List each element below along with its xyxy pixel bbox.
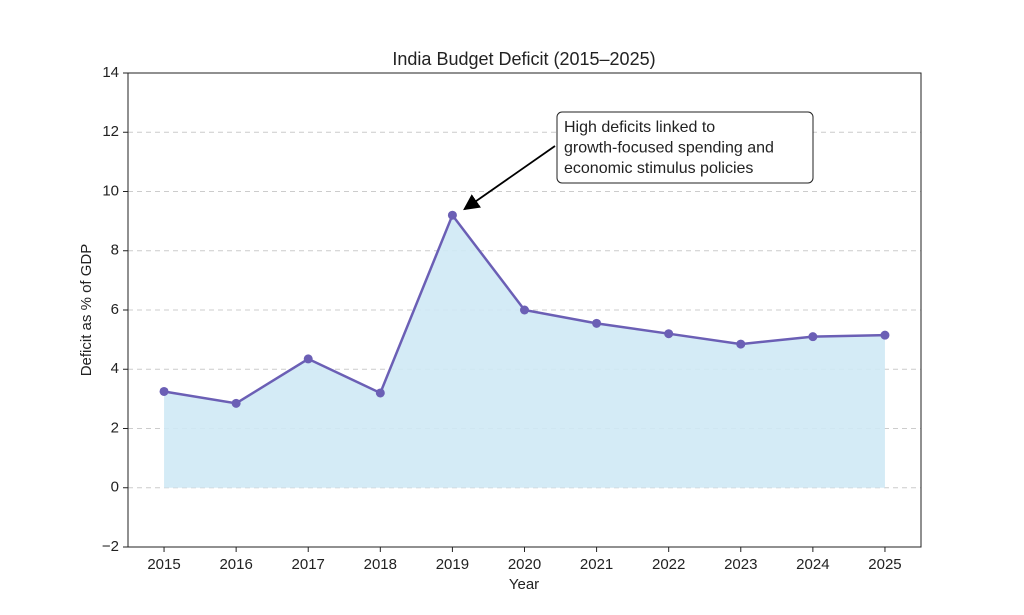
y-tick-label: −2 xyxy=(102,538,119,555)
x-tick-label: 2015 xyxy=(147,556,180,573)
x-axis-label: Year xyxy=(509,576,539,593)
x-tick-label: 2025 xyxy=(868,556,901,573)
point xyxy=(520,305,529,315)
annotation-text: growth-focused spending and xyxy=(564,140,774,157)
y-tick-label: 10 xyxy=(102,182,119,199)
y-tick-label: 8 xyxy=(111,242,119,259)
point xyxy=(592,318,602,328)
point xyxy=(447,210,457,220)
point xyxy=(231,398,241,408)
x-tick-label: 2023 xyxy=(724,556,757,573)
point xyxy=(303,354,313,364)
point xyxy=(159,386,169,396)
point xyxy=(375,388,385,398)
annotation-text: High deficits linked to xyxy=(564,119,715,136)
area xyxy=(164,215,885,488)
axes-frame xyxy=(127,72,922,548)
point xyxy=(664,329,674,339)
y-tick-label: 0 xyxy=(111,479,119,496)
chart-title: India Budget Deficit (2015–2025) xyxy=(392,49,655,69)
y-axis-label: Deficit as % of GDP xyxy=(78,244,95,377)
x-tick-label: 2016 xyxy=(219,556,252,573)
annotation-text: economic stimulus policies xyxy=(564,160,753,177)
point xyxy=(808,332,818,342)
x-tick-label: 2018 xyxy=(364,556,397,573)
x-tick-label: 2021 xyxy=(580,556,613,573)
x-tick-label: 2019 xyxy=(436,556,469,573)
x-tick-label: 2022 xyxy=(652,556,685,573)
point xyxy=(736,339,746,349)
annotation-box xyxy=(556,111,814,184)
y-tick-label: 2 xyxy=(111,419,119,436)
annotation-arrow xyxy=(463,145,556,211)
y-tick-label: 14 xyxy=(102,64,119,81)
x-tick-label: 2024 xyxy=(796,556,829,573)
point xyxy=(880,330,890,340)
y-tick-label: 12 xyxy=(102,123,119,140)
y-tick-label: 4 xyxy=(111,360,119,377)
x-tick-label: 2017 xyxy=(292,556,325,573)
y-tick-label: 6 xyxy=(111,301,119,318)
x-tick-label: 2020 xyxy=(508,556,541,573)
